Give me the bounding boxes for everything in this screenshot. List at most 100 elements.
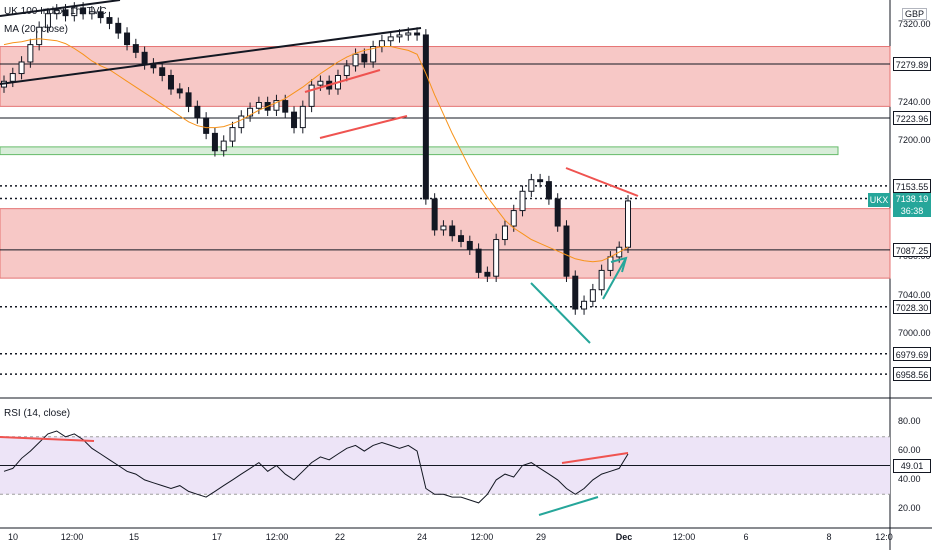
candle-body xyxy=(581,300,588,310)
trendline-top xyxy=(0,0,121,17)
candle-body xyxy=(211,132,218,152)
rsi-value-label: 49.01 xyxy=(893,459,931,473)
candle-body xyxy=(475,248,482,273)
level-price-label: 7279.89 xyxy=(893,57,931,71)
candle-body xyxy=(62,9,69,17)
time-axis-tick: 29 xyxy=(535,532,547,542)
candle-body xyxy=(501,225,508,241)
price-axis-tick: 7000.00 xyxy=(898,328,931,339)
candle-body xyxy=(414,32,421,36)
candle-body xyxy=(484,271,491,277)
candle-body xyxy=(440,225,447,231)
candle-body xyxy=(167,74,174,90)
channel-bottom xyxy=(319,115,408,139)
level-price-label: 6979.69 xyxy=(893,346,931,361)
candle-body xyxy=(141,51,148,65)
candle-body xyxy=(124,32,131,46)
candle-body xyxy=(36,26,43,46)
level-price-label: 6958.56 xyxy=(893,367,931,382)
candle-body xyxy=(238,115,245,129)
countdown: 36:38 xyxy=(900,206,924,216)
candle-body xyxy=(308,84,315,107)
candle-body xyxy=(598,269,605,291)
candle-body xyxy=(343,65,350,76)
currency-label[interactable]: GBP xyxy=(902,8,928,20)
rsi-axis-tick: 20.00 xyxy=(898,502,921,513)
zone-red-2 xyxy=(0,208,891,279)
rsi-divergence-high xyxy=(561,452,629,464)
candle-body xyxy=(422,34,429,200)
candle-body xyxy=(493,239,500,277)
candle-body xyxy=(255,102,262,109)
time-axis-tick: 22 xyxy=(334,532,346,542)
price-axis-tick: 7200.00 xyxy=(898,135,931,146)
candle-body xyxy=(563,225,570,277)
time-axis-tick: 6 xyxy=(743,532,749,542)
time-axis-tick: 17 xyxy=(211,532,223,542)
rsi-axis-tick: 80.00 xyxy=(898,416,921,427)
candle-body xyxy=(554,198,561,227)
candle-body xyxy=(537,179,544,183)
price-axis-tick: 7040.00 xyxy=(898,289,931,300)
candle-body xyxy=(229,127,236,142)
rsi-axis-tick: 60.00 xyxy=(898,445,921,456)
candle-body xyxy=(115,22,122,34)
rsi-line xyxy=(3,430,629,504)
time-axis-tick: 12:00 xyxy=(672,532,696,542)
candle-body xyxy=(194,105,201,119)
candle-body xyxy=(528,179,535,192)
candle-body xyxy=(625,200,631,248)
zone-red-0 xyxy=(0,46,891,107)
candle-body xyxy=(449,225,456,237)
projection-arrow xyxy=(602,257,627,300)
rsi-axis-tick: 40.00 xyxy=(898,473,921,484)
candle-body xyxy=(106,17,113,24)
candle-body xyxy=(299,105,306,129)
ma-legend: MA (20, close) xyxy=(4,24,68,35)
zone-green-1 xyxy=(0,146,839,156)
candle-body xyxy=(352,53,359,67)
level-price-label: 7223.96 xyxy=(893,110,931,125)
candle-body xyxy=(18,61,25,75)
chart-title: UK 100 Index, 1h, TVC xyxy=(4,6,107,17)
level-price-label: 7028.30 xyxy=(893,299,931,314)
rsi-divergence-low xyxy=(538,496,599,516)
candle-body xyxy=(132,44,139,53)
rsi-divergence-top xyxy=(0,436,95,442)
candle-body xyxy=(431,198,438,231)
candle-body xyxy=(247,107,254,117)
divergence-price-low xyxy=(530,282,591,344)
candle-body xyxy=(572,275,579,310)
candle-body xyxy=(607,256,614,271)
time-axis-tick: 8 xyxy=(826,532,832,542)
candle-body xyxy=(80,7,87,15)
candle-body xyxy=(510,210,517,227)
candle-body xyxy=(458,235,465,242)
time-axis-tick: 10 xyxy=(7,532,19,542)
candle-body xyxy=(370,46,377,63)
current-price-label: 7138.19 36:38 xyxy=(893,193,931,217)
time-axis-tick: Dec xyxy=(615,532,633,542)
candle-body xyxy=(317,80,324,86)
current-price: 7138.19 xyxy=(895,194,929,204)
candle-body xyxy=(9,73,16,82)
candle-body xyxy=(387,36,394,42)
candle-body xyxy=(203,117,210,134)
divergence-price-high xyxy=(565,167,639,197)
candle-body xyxy=(88,11,95,15)
candle-body xyxy=(466,240,473,250)
time-axis-tick: 12:0 xyxy=(875,532,893,542)
candle-body xyxy=(44,13,51,28)
channel-top xyxy=(304,69,381,93)
candle-body xyxy=(27,44,34,63)
candle-body xyxy=(291,111,298,129)
candle-body xyxy=(545,181,552,200)
candle-body xyxy=(220,140,227,152)
candle-body xyxy=(159,67,166,76)
candle-body xyxy=(396,34,403,38)
rsi-legend: RSI (14, close) xyxy=(4,408,71,419)
symbol-tag: UKX xyxy=(868,193,890,207)
candle-body xyxy=(405,32,412,36)
